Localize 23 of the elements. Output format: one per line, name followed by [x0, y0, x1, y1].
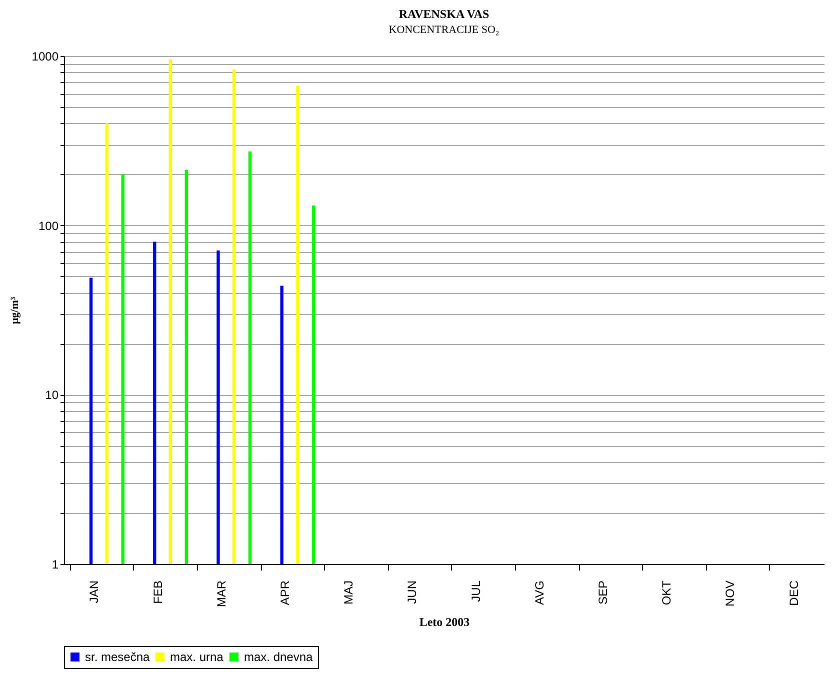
legend-label: sr. mesečna [85, 650, 150, 664]
y-tick-label: 10 [45, 388, 59, 402]
y-tick-label: 1000 [32, 50, 59, 64]
x-tick-label: OKT [660, 580, 674, 606]
y-tick-label: 100 [38, 218, 59, 233]
x-tick-label: FEB [150, 580, 165, 604]
legend-label: max. dnevna [244, 650, 314, 664]
legend-label: max. urna [170, 650, 224, 664]
x-tick-label: NOV [723, 580, 738, 607]
y-tick-label: 1 [52, 558, 59, 572]
x-tick-label: AVG [532, 580, 546, 605]
chart-title: RAVENSKA VAS [398, 7, 490, 21]
x-tick-label: SEP [596, 580, 610, 605]
y-axis-title: µg/m³ [8, 296, 21, 324]
x-axis-title: Leto 2003 [419, 615, 470, 630]
x-tick-label: JAN [87, 580, 102, 604]
chart-subtitle: KONCENTRACIJE SO₂ [388, 24, 500, 36]
x-tick-label: MAR [214, 580, 228, 608]
x-tick-label: JUL [468, 580, 483, 602]
x-tick-label: APR [278, 580, 292, 606]
x-tick-label: MAJ [342, 580, 356, 604]
x-tick-label: DEC [786, 580, 801, 606]
x-tick-label: JUN [405, 580, 420, 604]
